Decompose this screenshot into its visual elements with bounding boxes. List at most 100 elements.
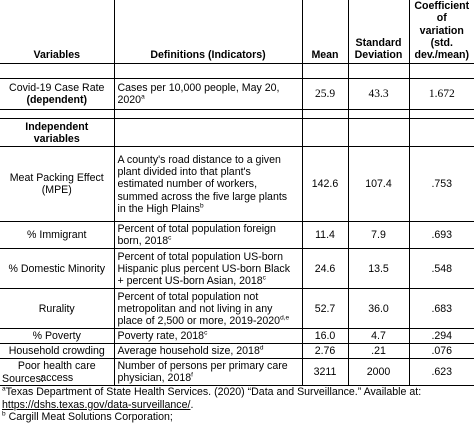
variable-cell: Household crowding bbox=[0, 343, 115, 360]
section-label-line: variables bbox=[33, 132, 80, 145]
dependent-label: (dependent) bbox=[26, 94, 88, 107]
footnote-marker: d,e bbox=[280, 314, 290, 322]
definition-cell: Average household size, 2018d bbox=[114, 343, 303, 360]
sd-cell: 4.7 bbox=[348, 328, 410, 345]
footnote-marker: c bbox=[204, 329, 208, 337]
mean-cell: 3211 bbox=[302, 358, 349, 387]
mean-cell: 24.6 bbox=[302, 248, 349, 290]
variable-name: % Domestic Minority bbox=[8, 262, 106, 275]
definition-line: plant divided into that plant's bbox=[117, 166, 251, 179]
header-cv-line: variation (std. bbox=[419, 24, 464, 49]
spacer-row bbox=[0, 109, 474, 120]
footnote-marker: c bbox=[262, 274, 266, 282]
header-variables: Variables bbox=[0, 0, 115, 65]
independent-variables-label: Independent variables bbox=[0, 118, 115, 148]
cv-cell: .294 bbox=[409, 328, 474, 345]
definition-cell: Percent of total population foreign born,… bbox=[114, 221, 303, 250]
cv-cell: .753 bbox=[409, 146, 474, 223]
mean-cell: 142.6 bbox=[302, 146, 349, 223]
variable-name: Poor health care bbox=[17, 360, 96, 373]
definition-cell: Percent of total population not metropoli… bbox=[114, 288, 303, 330]
definition-line: born, 2018 bbox=[117, 235, 169, 248]
source-b: b Cargill Meat Solutions Corporation; bbox=[2, 411, 472, 424]
section-label-row: Independent variables bbox=[0, 118, 474, 148]
cv-cell: 1.672 bbox=[409, 78, 474, 111]
footnote-marker: a bbox=[141, 93, 145, 101]
table-row: % Domestic Minority Percent of total popu… bbox=[0, 248, 474, 290]
variable-cell: % Domestic Minority bbox=[0, 248, 115, 290]
definition-cell: Number of persons per primary care physic… bbox=[114, 358, 303, 387]
definition-line: place of 2,500 or more, 2019-2020 bbox=[117, 315, 281, 328]
spacer-row bbox=[0, 63, 474, 80]
variable-name: Meat Packing Effect bbox=[9, 172, 104, 185]
mean-cell: 52.7 bbox=[302, 288, 349, 330]
definition-line: physician, 2018 bbox=[117, 372, 192, 385]
definition-cell: Cases per 10,000 people, May 20, 2020a bbox=[114, 78, 303, 111]
header-standard-deviation: Standard Deviation bbox=[348, 0, 410, 65]
definition-line: Percent of total population not bbox=[117, 290, 259, 303]
variable-name: % Poverty bbox=[32, 330, 81, 343]
source-a: aTexas Department of State Health Servic… bbox=[2, 386, 472, 399]
sd-cell: 36.0 bbox=[348, 288, 410, 330]
definition-line: Percent of total population foreign bbox=[117, 223, 276, 236]
table-row: % Poverty Poverty rate, 2018c 16.0 4.7.294 bbox=[0, 328, 474, 345]
definition-line: in the High Plains bbox=[117, 202, 200, 215]
cv-cell: .693 bbox=[409, 221, 474, 250]
sd-cell: .21 bbox=[348, 343, 410, 360]
definition-line: Average household size, 2018 bbox=[117, 345, 260, 358]
header-definitions: Definitions (Indicators) bbox=[114, 0, 303, 65]
sd-cell: 2000 bbox=[348, 358, 410, 387]
cv-cell: .076 bbox=[409, 343, 474, 360]
variables-table: Variables Definitions (Indicators) Mean … bbox=[0, 0, 474, 387]
header-cv-line: dev./mean) bbox=[414, 49, 470, 62]
definition-line: 2020 bbox=[117, 94, 142, 107]
source-b-text: Cargill Meat Solutions Corporation; bbox=[8, 411, 173, 424]
mean-cell: 25.9 bbox=[302, 78, 349, 111]
variable-cell: % Poverty bbox=[0, 328, 115, 345]
variable-name: (MPE) bbox=[41, 184, 72, 197]
header-coefficient-of-variation: Coefficient of variation (std. dev./mean… bbox=[409, 0, 474, 65]
header-mean: Mean bbox=[302, 0, 349, 65]
footnote-marker: c bbox=[168, 234, 172, 242]
table-row: % Immigrant Percent of total population f… bbox=[0, 221, 474, 250]
header-row: Variables Definitions (Indicators) Mean … bbox=[0, 0, 474, 65]
variable-cell: Covid-19 Case Rate (dependent) bbox=[0, 78, 115, 111]
definition-line: Poverty rate, 2018 bbox=[117, 330, 205, 343]
header-sd-line: Standard bbox=[355, 36, 402, 49]
sd-cell: 107.4 bbox=[348, 146, 410, 223]
definition-line: summed across the five large plants bbox=[117, 190, 288, 203]
variable-cell: % Immigrant bbox=[0, 221, 115, 250]
source-a-link[interactable]: https://dshs.texas.gov/data-surveillance… bbox=[2, 398, 191, 411]
sources-title: Sources: bbox=[2, 373, 44, 385]
sd-cell: 13.5 bbox=[348, 248, 410, 290]
variable-cell: Poor health care access bbox=[0, 358, 115, 387]
variable-name: access bbox=[40, 372, 74, 385]
definition-line: A county's road distance to a given bbox=[117, 153, 281, 166]
footnote-marker: d bbox=[259, 344, 264, 352]
variable-cell: Rurality bbox=[0, 288, 115, 330]
definition-line: Cases per 10,000 people, May 20, bbox=[117, 82, 280, 95]
definition-line: Number of persons per primary care bbox=[117, 360, 288, 373]
sd-cell: 43.3 bbox=[348, 78, 410, 111]
cv-cell: .623 bbox=[409, 358, 474, 387]
mean-cell: 11.4 bbox=[302, 221, 349, 250]
definition-line: Percent of total population US-born bbox=[117, 250, 283, 263]
source-a-link-line: https://dshs.texas.gov/data-surveillance… bbox=[2, 399, 472, 412]
definition-cell: Percent of total population US-born Hispa… bbox=[114, 248, 303, 290]
header-cv-line: Coefficient of bbox=[414, 0, 470, 25]
sd-cell: 7.9 bbox=[348, 221, 410, 250]
variable-name: Rurality bbox=[38, 302, 75, 315]
definition-line: estimated number of workers, bbox=[117, 178, 258, 191]
variable-name: % Immigrant bbox=[27, 229, 87, 242]
footnote-marker: b bbox=[199, 202, 204, 210]
header-sd-line: Deviation bbox=[354, 49, 403, 62]
definition-cell: A county's road distance to a given plant… bbox=[114, 146, 303, 223]
definition-cell: Poverty rate, 2018c bbox=[114, 328, 303, 345]
table-row: Poor health care access Number of persons … bbox=[0, 358, 474, 387]
footnote-marker: f bbox=[191, 371, 193, 379]
footnote-marker: b bbox=[2, 410, 6, 418]
table-row: Meat Packing Effect (MPE) A county's road … bbox=[0, 146, 474, 223]
sources-note: Sources: aTexas Department of State Heal… bbox=[2, 373, 472, 424]
independent-rows: Meat Packing Effect (MPE) A county's road … bbox=[0, 146, 474, 387]
